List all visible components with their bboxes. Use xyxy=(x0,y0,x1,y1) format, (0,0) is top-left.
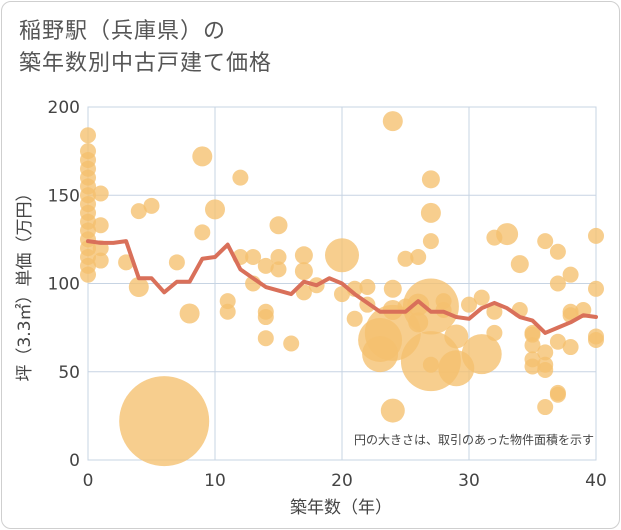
bubble-point xyxy=(168,254,185,271)
bubble-series xyxy=(80,111,604,467)
bubble-point xyxy=(92,252,109,269)
bubble-point xyxy=(444,324,469,349)
bubble-point xyxy=(421,170,440,189)
y-tick-label: 200 xyxy=(48,98,80,118)
bubble-point xyxy=(245,249,262,266)
bubble-point xyxy=(549,275,566,292)
bubble-point xyxy=(334,286,350,303)
bubble-point xyxy=(232,169,249,186)
bubble-point xyxy=(537,233,554,250)
bubble-point xyxy=(420,202,441,223)
bubble-point xyxy=(486,324,503,341)
bubble-point xyxy=(92,185,109,202)
trend-line-group xyxy=(86,239,598,335)
bubble-point xyxy=(549,243,566,260)
bubble-point xyxy=(510,255,529,274)
y-tick-label: 150 xyxy=(48,186,80,206)
bubble-point xyxy=(294,246,313,265)
bubble-point xyxy=(294,262,313,281)
bubble-point xyxy=(473,289,490,306)
bubble-point xyxy=(382,111,403,132)
bubble-point xyxy=(192,146,213,167)
x-tick-label: 30 xyxy=(458,471,480,491)
y-tick-label: 50 xyxy=(58,363,80,383)
bubble-point xyxy=(380,398,405,423)
axes: 0 10 20 30 40 0 50 100 150 200 xyxy=(48,98,607,491)
bubble-point xyxy=(346,310,363,327)
y-tick-label: 0 xyxy=(69,451,80,471)
bubble-point xyxy=(80,127,96,144)
bubble-point xyxy=(422,356,439,373)
bubble-point xyxy=(461,296,477,313)
x-tick-label: 10 xyxy=(204,471,226,491)
bubble-point xyxy=(179,303,200,324)
x-tick-label: 40 xyxy=(585,471,607,491)
bubble-point xyxy=(422,233,439,250)
bubble-point xyxy=(270,249,287,266)
average-trend-line xyxy=(86,239,598,335)
bubble-point xyxy=(205,199,225,220)
bubble-point xyxy=(257,309,274,326)
bubble-size-note: 円の大きさは、取引のあった物件面積を示す xyxy=(354,432,594,447)
y-tick-label: 100 xyxy=(48,275,80,295)
bubble-point xyxy=(257,330,274,347)
y-axis-label: 坪（3.3㎡）単価（万円） xyxy=(15,184,35,381)
bubble-point xyxy=(194,224,211,241)
bubble-point xyxy=(408,312,429,333)
bubble-point xyxy=(524,358,541,375)
bubble-point xyxy=(588,280,604,297)
x-tick-label: 0 xyxy=(83,471,94,491)
bubble-point xyxy=(397,250,414,267)
bubble-point xyxy=(92,217,109,234)
bubble-point xyxy=(407,293,430,316)
bubble-point xyxy=(325,238,359,273)
bubble-point xyxy=(588,331,604,348)
bubble-point xyxy=(257,257,274,274)
bubble-point xyxy=(119,376,210,467)
x-tick-label: 20 xyxy=(331,471,353,491)
bubble-point xyxy=(588,227,604,244)
bubble-point xyxy=(269,216,288,235)
bubble-point xyxy=(128,277,149,298)
bubble-point xyxy=(410,249,427,266)
bubble-point xyxy=(486,303,503,320)
bubble-point xyxy=(537,399,554,416)
bubble-point xyxy=(130,203,147,220)
bubble-point xyxy=(562,339,579,356)
bubble-point xyxy=(562,266,579,283)
bubble-point xyxy=(80,266,96,283)
chart-title: 稲野駅（兵庫県）の 築年数別中古戸建て価格 xyxy=(19,16,272,80)
bubble-point xyxy=(270,261,287,278)
bubble-point xyxy=(359,279,376,296)
bubble-point xyxy=(383,279,402,298)
bubble-point xyxy=(537,361,554,378)
bubble-point xyxy=(524,337,541,354)
bubble-point xyxy=(143,197,160,214)
bubble-point xyxy=(362,336,399,373)
chart-title-line-2: 築年数別中古戸建て価格 xyxy=(19,51,273,76)
x-axis-label: 築年数（年） xyxy=(290,498,392,518)
bubble-point xyxy=(549,386,566,403)
bubble-point xyxy=(283,335,300,352)
bubble-point xyxy=(219,303,236,320)
bubble-point xyxy=(537,344,554,361)
bubble-point xyxy=(486,229,503,246)
bubble-point xyxy=(549,333,566,350)
chart-title-line-1: 稲野駅（兵庫県）の xyxy=(19,19,227,44)
bubble-point xyxy=(438,350,475,387)
